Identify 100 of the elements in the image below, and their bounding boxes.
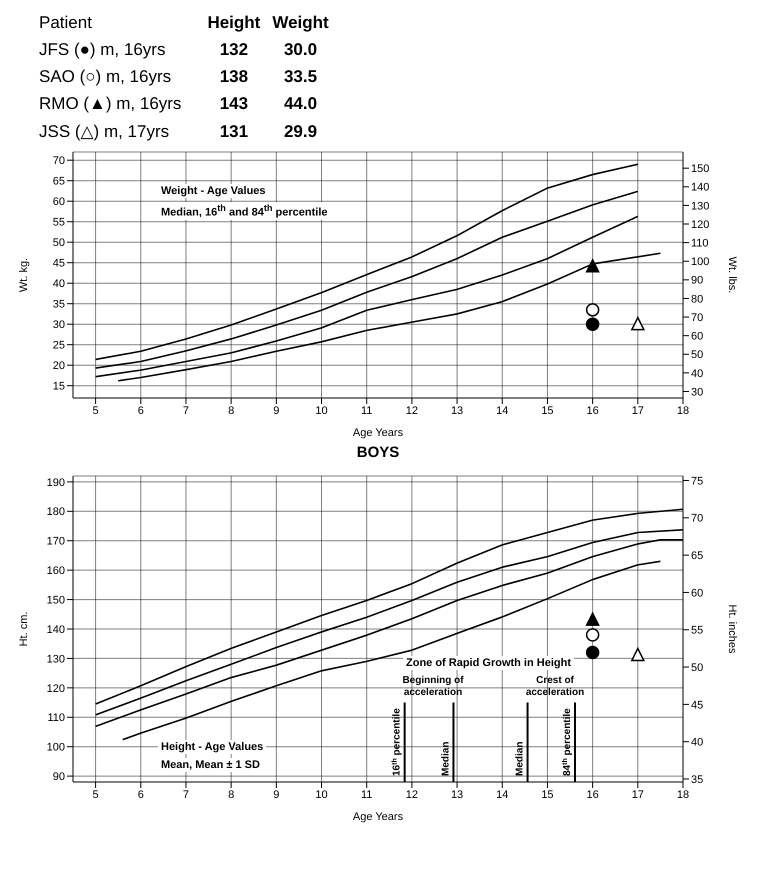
y-tick-label: 55 [52,216,65,229]
x-tick-label: 16 [586,788,599,801]
point [631,648,645,662]
y2-axis-title: Ht. inches [726,604,738,654]
line-series [94,164,639,360]
y-tick-label: 170 [46,536,65,548]
x-tick-label: 18 [676,788,690,801]
x-tick-label: 10 [315,404,328,417]
y-tick-label: 35 [52,298,65,311]
y-tick-label: 180 [46,506,65,518]
point [586,628,600,642]
x-tick-label: 15 [541,788,554,801]
y2-tick-label: 100 [691,256,710,268]
point [586,317,600,331]
y2-tick-label: 65 [691,550,704,562]
y-tick-label: 15 [52,380,65,393]
x-tick-label: 12 [406,404,418,417]
x-tick-label: 13 [450,788,464,801]
y2-tick-label: 30 [691,386,704,398]
x-axis-title: Age Years [352,811,404,823]
category-label: JFS (●) m, 16yrs [38,39,166,61]
y-tick-label: 140 [46,624,65,636]
y2-tick-label: 60 [691,330,704,343]
y2-tick-label: 90 [691,274,704,287]
point [586,259,600,273]
y2-tick-label: 140 [691,182,710,194]
annotation: Zone of Rapid Growth in Height [403,656,574,670]
x-tick-label: 10 [315,788,328,801]
x-tick-label: 11 [360,404,372,417]
y2-tick-label: 40 [691,736,704,749]
y2-tick-label: 80 [691,293,704,306]
line-series [117,252,662,382]
annotation: Weight - Age Values [158,184,269,198]
x-tick-label: 18 [676,404,690,417]
x-tick-label: 8 [228,404,234,417]
annotation: Mean, Mean ± 1 SD [158,758,263,772]
y2-tick-label: 45 [691,699,704,712]
y-tick-label: 150 [46,594,65,606]
x-tick-label: 11 [360,788,372,801]
x-tick-label: 7 [182,788,190,801]
y-axis-title: Ht. cm. [18,612,30,646]
x-axis-title: Age Years [352,427,404,439]
y-tick-label: 50 [52,237,65,250]
ref-line-label: Median [440,742,452,776]
annotation: Median, 16$^{th}$ and 84$^{th}$ percentile [158,202,330,220]
y-tick-label: 190 [46,476,65,489]
x-tick-label: 15 [541,404,554,417]
data-label: 138 [218,66,250,88]
data-label: 44.0 [282,93,318,115]
data-label: 29.9 [282,120,318,142]
y-tick-label: 120 [46,682,65,695]
y2-tick-label: 130 [691,200,710,212]
y2-tick-label: 75 [691,475,704,488]
point [586,303,600,317]
point [631,316,645,330]
text: Height [206,12,262,34]
data-label: 131 [218,120,250,142]
y-tick-label: 70 [52,155,65,168]
y2-tick-label: 50 [691,349,704,362]
y-tick-label: 100 [46,742,65,754]
y-tick-label: 45 [52,258,65,270]
y-tick-label: 130 [46,653,65,666]
data-label: 143 [218,93,250,115]
x-tick-label: 13 [450,404,464,417]
x-tick-label: 6 [138,788,144,801]
y-tick-label: 90 [52,771,65,784]
data-label: 132 [218,39,250,61]
data-label: 33.5 [282,66,318,88]
x-tick-label: 7 [182,404,190,417]
y-tick-label: 110 [47,712,65,724]
text: Patient [38,12,93,34]
category-label: RMO (▲) m, 16yrs [38,93,182,115]
y2-tick-label: 70 [691,512,704,525]
y2-tick-label: 110 [691,238,709,250]
y2-tick-label: 55 [691,624,704,637]
text: Weight [271,12,330,34]
point [586,612,600,626]
x-tick-label: 12 [406,788,418,801]
y-tick-label: 20 [52,360,65,372]
x-tick-label: 14 [496,788,508,801]
y2-tick-label: 70 [691,312,704,324]
y2-tick-label: 40 [691,368,704,380]
x-tick-label: 17 [632,788,644,801]
x-tick-label: 8 [228,788,234,801]
category-label: JSS (△) m, 17yrs [38,121,170,143]
annotation: Height - Age Values [158,740,266,754]
category-label: SAO (○) m, 16yrs [38,66,172,88]
y2-tick-label: 50 [691,662,704,674]
data-label: 30.0 [282,39,318,61]
y-tick-label: 160 [46,565,65,578]
x-tick-label: 17 [632,404,644,417]
x-tick-label: 6 [138,404,144,417]
ref-line-label: Median [514,742,526,776]
y2-tick-label: 150 [691,163,710,176]
x-tick-label: 16 [586,404,599,417]
point [586,646,600,660]
y-tick-label: 30 [52,319,65,332]
y-tick-label: 60 [52,196,65,208]
x-tick-label: 5 [92,404,99,417]
x-tick-label: 9 [273,404,280,417]
